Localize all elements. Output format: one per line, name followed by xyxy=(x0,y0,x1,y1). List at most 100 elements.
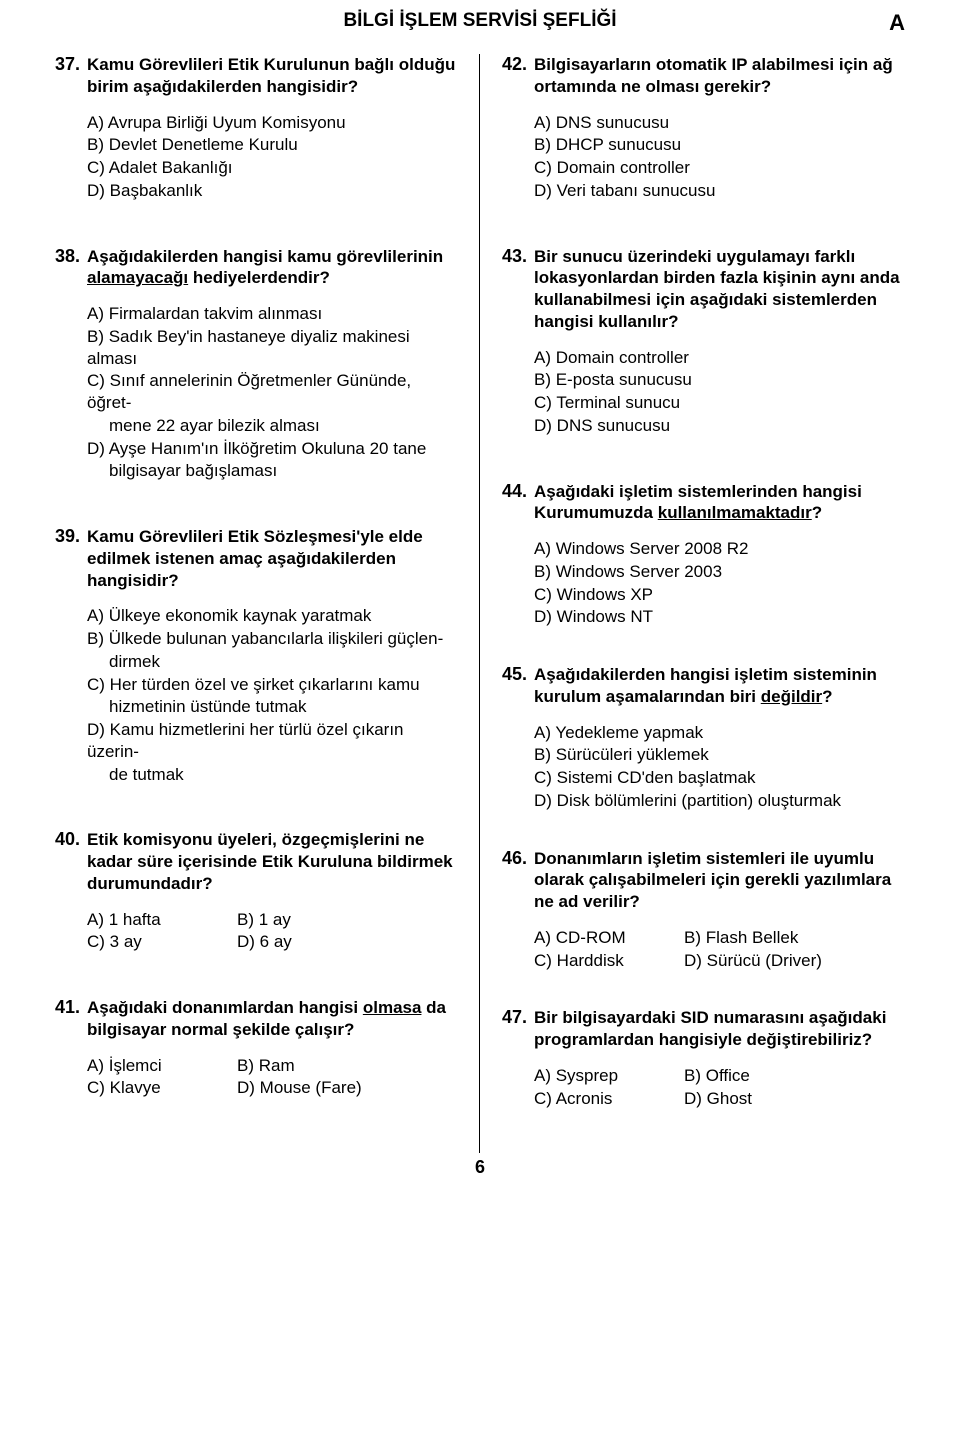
option-d: D) DNS sunucusu xyxy=(534,415,905,437)
question-text: Bir bilgisayardaki SID numarasını aşağıd… xyxy=(534,1007,905,1051)
option-c: C) Her türden özel ve şirket çıkarlarını… xyxy=(87,674,457,696)
option-d-cont: bilgisayar bağışlaması xyxy=(87,460,457,482)
question-45: 45. Aşağıdakilerden hangisi işletim sist… xyxy=(502,664,905,812)
question-38: 38. Aşağıdakilerden hangisi kamu görevli… xyxy=(55,246,457,483)
option-c: C) Terminal sunucu xyxy=(534,392,905,414)
question-text: Aşağıdakilerden hangisi kamu görevlileri… xyxy=(87,246,457,290)
page-number: 6 xyxy=(55,1157,905,1178)
options-list: A) Ülkeye ekonomik kaynak yaratmak B) Ül… xyxy=(55,605,457,785)
left-column: 37. Kamu Görevlileri Etik Kurulunun bağl… xyxy=(55,54,480,1153)
option-d: D) Başbakanlık xyxy=(87,180,457,202)
option-a: A) Sysprep xyxy=(534,1065,684,1087)
option-c: C) Harddisk xyxy=(534,950,684,972)
question-number: 40. xyxy=(55,829,87,850)
question-number: 37. xyxy=(55,54,87,75)
option-b-cont: dirmek xyxy=(87,651,457,673)
option-d: D) 6 ay xyxy=(237,931,457,953)
options-list: A) DNS sunucusu B) DHCP sunucusu C) Doma… xyxy=(502,112,905,202)
question-44: 44. Aşağıdaki işletim sistemlerinden han… xyxy=(502,481,905,629)
option-d: D) Kamu hizmetlerini her türlü özel çıka… xyxy=(87,719,457,763)
option-a: A) CD-ROM xyxy=(534,927,684,949)
option-b: B) 1 ay xyxy=(237,909,457,931)
options-grid: A) CD-ROM B) Flash Bellek C) Harddisk D)… xyxy=(502,927,905,972)
option-d: D) Sürücü (Driver) xyxy=(684,950,905,972)
question-number: 47. xyxy=(502,1007,534,1028)
options-list: A) Yedekleme yapmak B) Sürücüleri yüklem… xyxy=(502,722,905,812)
option-b: B) Office xyxy=(684,1065,905,1087)
question-text: Aşağıdaki donanımlardan hangisi olmasa d… xyxy=(87,997,457,1041)
question-number: 39. xyxy=(55,526,87,547)
option-d: D) Windows NT xyxy=(534,606,905,628)
question-text: Kamu Görevlileri Etik Sözleşmesi'yle eld… xyxy=(87,526,457,591)
question-text: Bilgisayarların otomatik IP alabilmesi i… xyxy=(534,54,905,98)
option-a: A) 1 hafta xyxy=(87,909,237,931)
option-c: C) Domain controller xyxy=(534,157,905,179)
booklet-letter: A xyxy=(889,10,905,36)
question-40: 40. Etik komisyonu üyeleri, özgeçmişleri… xyxy=(55,829,457,953)
question-text: Aşağıdaki işletim sistemlerinden hangisi… xyxy=(534,481,905,525)
question-37: 37. Kamu Görevlileri Etik Kurulunun bağl… xyxy=(55,54,457,202)
option-c: C) Adalet Bakanlığı xyxy=(87,157,457,179)
option-d: D) Mouse (Fare) xyxy=(237,1077,457,1099)
question-text: Kamu Görevlileri Etik Kurulunun bağlı ol… xyxy=(87,54,457,98)
question-43: 43. Bir sunucu üzerindeki uygulamayı far… xyxy=(502,246,905,437)
option-c-cont: hizmetinin üstünde tutmak xyxy=(87,696,457,718)
option-b: B) Ülkede bulunan yabancılarla ilişkiler… xyxy=(87,628,457,650)
option-b: B) Windows Server 2003 xyxy=(534,561,905,583)
option-c: C) 3 ay xyxy=(87,931,237,953)
page-header: BİLGİ İŞLEM SERVİSİ ŞEFLİĞİ A xyxy=(55,10,905,36)
option-b: B) E-posta sunucusu xyxy=(534,369,905,391)
option-b: B) Sadık Bey'in hastaneye diyaliz makine… xyxy=(87,326,457,370)
options-list: A) Firmalardan takvim alınması B) Sadık … xyxy=(55,303,457,482)
option-c: C) Windows XP xyxy=(534,584,905,606)
question-text: Etik komisyonu üyeleri, özgeçmişlerini n… xyxy=(87,829,457,894)
question-number: 46. xyxy=(502,848,534,869)
option-a: A) İşlemci xyxy=(87,1055,237,1077)
option-b: B) Ram xyxy=(237,1055,457,1077)
option-b: B) Flash Bellek xyxy=(684,927,905,949)
option-a: A) Firmalardan takvim alınması xyxy=(87,303,457,325)
option-b: B) DHCP sunucusu xyxy=(534,134,905,156)
question-text: Donanımların işletim sistemleri ile uyum… xyxy=(534,848,905,913)
question-number: 43. xyxy=(502,246,534,267)
option-b: B) Devlet Denetleme Kurulu xyxy=(87,134,457,156)
option-b: B) Sürücüleri yüklemek xyxy=(534,744,905,766)
options-list: A) Windows Server 2008 R2 B) Windows Ser… xyxy=(502,538,905,628)
question-text: Aşağıdakilerden hangisi işletim sistemin… xyxy=(534,664,905,708)
question-39: 39. Kamu Görevlileri Etik Sözleşmesi'yle… xyxy=(55,526,457,785)
question-number: 38. xyxy=(55,246,87,267)
page-title: BİLGİ İŞLEM SERVİSİ ŞEFLİĞİ xyxy=(55,10,905,32)
question-number: 42. xyxy=(502,54,534,75)
option-a: A) Ülkeye ekonomik kaynak yaratmak xyxy=(87,605,457,627)
option-d: D) Ayşe Hanım'ın İlköğretim Okuluna 20 t… xyxy=(87,438,457,460)
option-c-cont: mene 22 ayar bilezik alması xyxy=(87,415,457,437)
question-number: 44. xyxy=(502,481,534,502)
option-d: D) Disk bölümlerini (partition) oluşturm… xyxy=(534,790,905,812)
options-grid: A) İşlemci B) Ram C) Klavye D) Mouse (Fa… xyxy=(55,1055,457,1100)
question-number: 41. xyxy=(55,997,87,1018)
right-column: 42. Bilgisayarların otomatik IP alabilme… xyxy=(480,54,905,1153)
option-c: C) Sınıf annelerinin Öğretmenler Gününde… xyxy=(87,370,457,414)
option-c: C) Klavye xyxy=(87,1077,237,1099)
question-number: 45. xyxy=(502,664,534,685)
question-text: Bir sunucu üzerindeki uygulamayı farklı … xyxy=(534,246,905,333)
option-a: A) Domain controller xyxy=(534,347,905,369)
option-a: A) Windows Server 2008 R2 xyxy=(534,538,905,560)
option-d-cont: de tutmak xyxy=(87,764,457,786)
question-46: 46. Donanımların işletim sistemleri ile … xyxy=(502,848,905,972)
options-grid: A) 1 hafta B) 1 ay C) 3 ay D) 6 ay xyxy=(55,909,457,954)
option-a: A) DNS sunucusu xyxy=(534,112,905,134)
option-c: C) Sistemi CD'den başlatmak xyxy=(534,767,905,789)
option-d: D) Ghost xyxy=(684,1088,905,1110)
option-d: D) Veri tabanı sunucusu xyxy=(534,180,905,202)
option-c: C) Acronis xyxy=(534,1088,684,1110)
content-columns: 37. Kamu Görevlileri Etik Kurulunun bağl… xyxy=(55,54,905,1153)
options-list: A) Avrupa Birliği Uyum Komisyonu B) Devl… xyxy=(55,112,457,202)
option-a: A) Yedekleme yapmak xyxy=(534,722,905,744)
option-a: A) Avrupa Birliği Uyum Komisyonu xyxy=(87,112,457,134)
options-grid: A) Sysprep B) Office C) Acronis D) Ghost xyxy=(502,1065,905,1110)
question-47: 47. Bir bilgisayardaki SID numarasını aş… xyxy=(502,1007,905,1109)
question-41: 41. Aşağıdaki donanımlardan hangisi olma… xyxy=(55,997,457,1099)
question-42: 42. Bilgisayarların otomatik IP alabilme… xyxy=(502,54,905,202)
options-list: A) Domain controller B) E-posta sunucusu… xyxy=(502,347,905,437)
